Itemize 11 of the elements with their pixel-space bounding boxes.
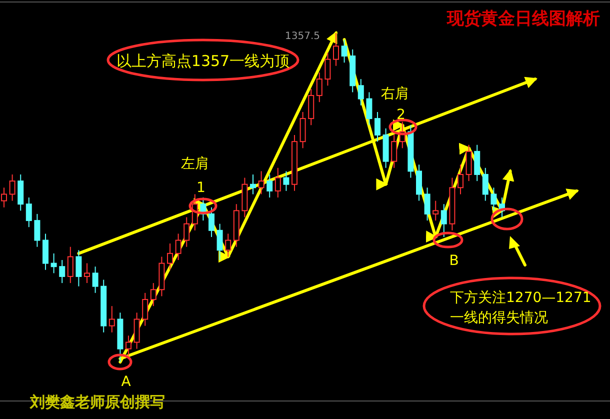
annotation: B <box>449 253 459 269</box>
chart-title: 现货黄金日线图解析 <box>446 9 600 29</box>
annotation: 1357.5 <box>285 31 320 42</box>
text: A <box>121 374 132 390</box>
text: 刘樊鑫老师原创撰写 <box>29 393 165 411</box>
annotation: 1 <box>196 180 206 196</box>
annotation: 2 <box>396 107 406 123</box>
annotation: 右肩 <box>381 86 409 102</box>
annotation: 以上方高点1357一线为顶 <box>116 52 290 70</box>
annotation: 左肩 <box>181 156 209 172</box>
annotation: 下方关注1270—1271 一线的得失情况 <box>450 290 592 326</box>
